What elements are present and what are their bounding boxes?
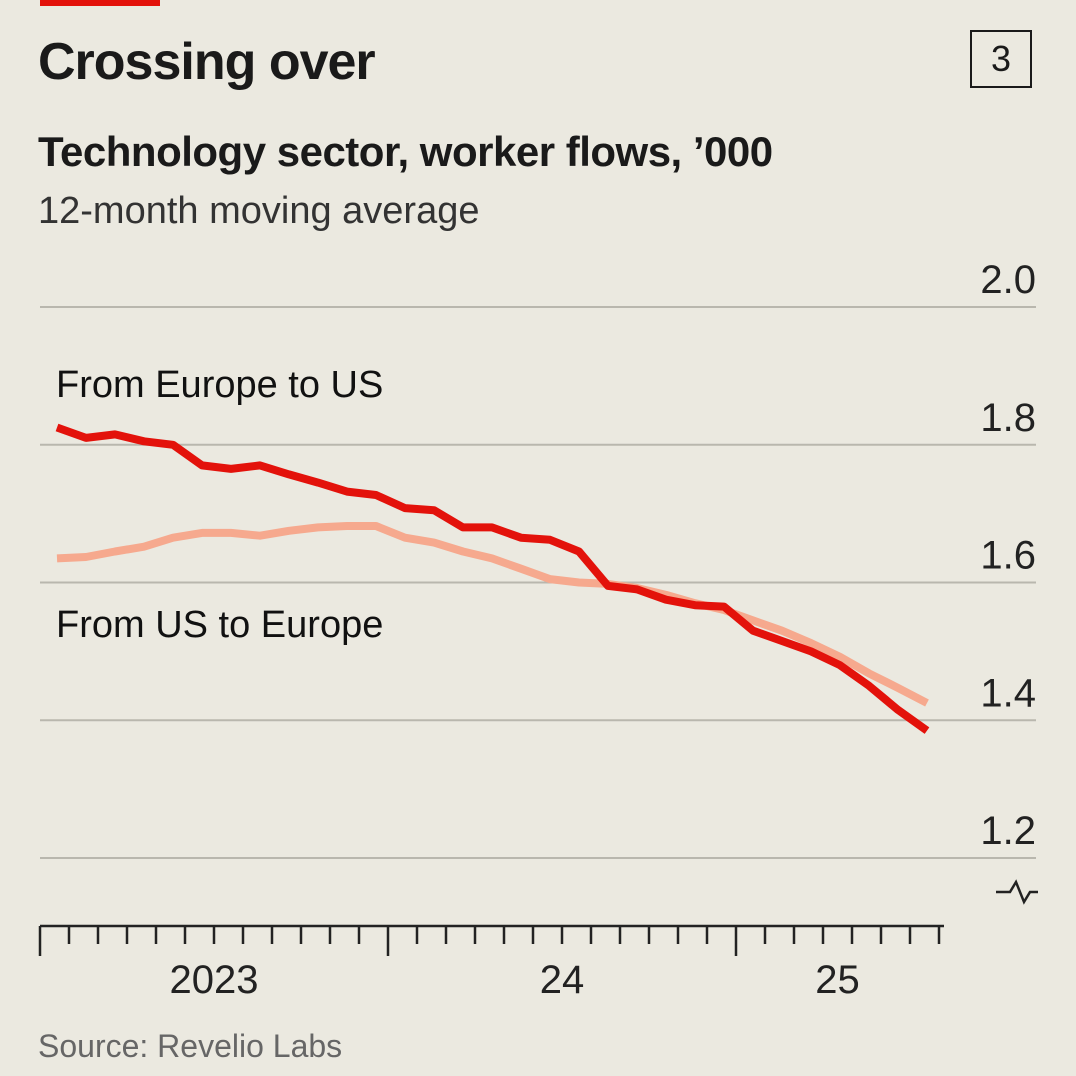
- chart-title: Crossing over: [38, 33, 376, 91]
- y-tick-label: 1.8: [980, 396, 1036, 440]
- series-label-us-to-europe: From US to Europe: [56, 604, 383, 646]
- chart-subtitle: Technology sector, worker flows, ’000: [38, 128, 773, 175]
- chart-number-badge: 3: [970, 30, 1032, 88]
- series-label-europe-to-us: From Europe to US: [56, 364, 383, 406]
- x-tick-label: 2023: [170, 958, 259, 1002]
- x-tick-label: 24: [540, 958, 585, 1002]
- series-line-us-to-europe: [56, 522, 929, 707]
- brand-tag: [40, 0, 160, 6]
- axis-break-icon: [996, 879, 1038, 905]
- chart-subtitle-detail: 12-month moving average: [38, 190, 480, 232]
- series-line-europe-to-us: [55, 423, 930, 734]
- source-note: Source: Revelio Labs: [38, 1028, 343, 1064]
- x-tick-label: 25: [815, 958, 860, 1002]
- y-tick-label: 1.4: [980, 671, 1036, 715]
- y-tick-label: 1.6: [980, 534, 1036, 578]
- y-tick-label: 1.2: [980, 809, 1036, 853]
- y-tick-label: 2.0: [980, 258, 1036, 302]
